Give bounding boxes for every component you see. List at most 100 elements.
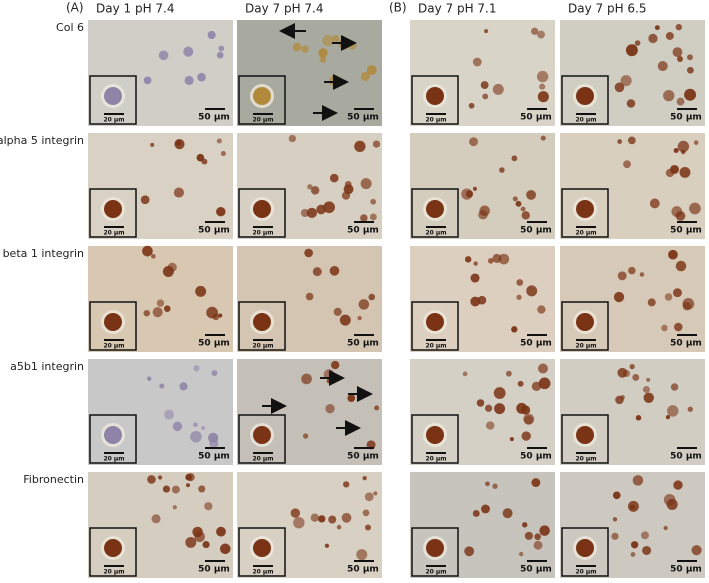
cell xyxy=(642,385,650,394)
cell xyxy=(472,186,477,191)
inset-scale-label: 20 µm xyxy=(575,456,596,463)
cell xyxy=(374,405,380,411)
column-header: Day 7 pH 6.5 xyxy=(568,2,647,16)
cell xyxy=(293,516,305,529)
cell xyxy=(505,370,512,377)
cell xyxy=(537,363,548,374)
cell xyxy=(470,273,480,283)
cell xyxy=(364,524,372,531)
cell xyxy=(150,142,155,147)
inset-cell xyxy=(253,426,271,444)
cell xyxy=(156,299,165,307)
cell xyxy=(332,34,340,43)
micrograph: 20 µm 50 µm xyxy=(88,245,233,352)
cell xyxy=(673,148,679,154)
cell xyxy=(193,365,200,372)
micrograph: 20 µm 50 µm xyxy=(560,133,705,239)
cell xyxy=(531,27,539,35)
cell xyxy=(147,475,156,484)
scale-label: 50 µm xyxy=(347,113,379,123)
cell xyxy=(623,160,631,169)
inset-cell xyxy=(426,313,444,331)
cell xyxy=(522,522,528,528)
cell xyxy=(324,543,330,548)
scale-label: 50 µm xyxy=(198,113,230,123)
cell xyxy=(216,526,226,537)
cell xyxy=(626,99,636,108)
cell xyxy=(179,382,188,391)
cell xyxy=(639,272,645,277)
cell xyxy=(613,291,625,303)
cell xyxy=(620,75,632,87)
cell xyxy=(687,406,693,412)
cell xyxy=(484,404,493,412)
cell xyxy=(469,137,478,147)
cell xyxy=(628,266,636,275)
cell xyxy=(152,307,163,318)
scale-label: 50 µm xyxy=(198,565,230,575)
cell xyxy=(172,505,177,510)
scale-label: 50 µm xyxy=(520,339,552,349)
micrograph: 20 µm 50 µm xyxy=(410,246,555,352)
cell xyxy=(218,313,223,318)
cell xyxy=(218,45,225,52)
cell xyxy=(208,432,219,443)
cell xyxy=(485,421,495,430)
cell xyxy=(540,135,546,141)
cell xyxy=(611,532,619,540)
cell xyxy=(318,515,326,523)
cell xyxy=(612,491,621,500)
cell xyxy=(648,33,658,44)
cell xyxy=(183,46,194,57)
inset-scale-label: 20 µm xyxy=(103,343,124,350)
cell xyxy=(663,525,668,531)
inset-cell xyxy=(426,426,444,444)
panel-label: (A) xyxy=(66,1,84,15)
cell xyxy=(668,249,678,260)
cell xyxy=(673,480,683,490)
cell xyxy=(625,44,638,57)
cell xyxy=(173,187,185,198)
cell xyxy=(195,285,207,297)
micrograph: 20 µm 50 µm xyxy=(237,359,382,465)
cell xyxy=(643,392,654,404)
inset-scale-label: 20 µm xyxy=(575,230,596,237)
inset-scale-label: 20 µm xyxy=(252,343,273,350)
cell xyxy=(370,198,377,205)
inset-scale-label: 20 µm xyxy=(252,456,273,463)
cell xyxy=(502,508,513,519)
cell xyxy=(617,139,623,144)
cell xyxy=(478,209,488,220)
inset-cell xyxy=(253,87,271,105)
cell xyxy=(512,196,518,202)
cell xyxy=(462,371,468,377)
cell xyxy=(310,513,319,522)
inset-cell xyxy=(576,539,594,557)
scale-label: 50 µm xyxy=(198,339,230,349)
cell xyxy=(517,380,524,387)
inset-cell xyxy=(576,313,594,331)
cell xyxy=(672,47,683,58)
cell xyxy=(194,531,205,543)
cell xyxy=(300,208,309,218)
inset-scale-label: 20 µm xyxy=(103,456,124,463)
cell xyxy=(219,543,231,555)
cell xyxy=(476,399,485,407)
cell xyxy=(464,256,472,263)
cell xyxy=(642,545,652,555)
inset-scale-label: 20 µm xyxy=(252,569,273,576)
panel-label: (B) xyxy=(389,1,407,15)
scale-label: 50 µm xyxy=(670,452,702,462)
inset-scale-label: 20 µm xyxy=(103,117,124,124)
scale-label: 50 µm xyxy=(670,565,702,575)
cell xyxy=(304,248,313,258)
micrograph: 20 µm 50 µm xyxy=(237,133,382,239)
cell xyxy=(358,299,370,310)
cell xyxy=(323,201,335,214)
cell xyxy=(679,166,691,178)
cell xyxy=(691,545,702,556)
cell xyxy=(534,533,541,541)
cell xyxy=(520,206,526,212)
cell xyxy=(677,140,690,153)
cell xyxy=(664,293,673,301)
